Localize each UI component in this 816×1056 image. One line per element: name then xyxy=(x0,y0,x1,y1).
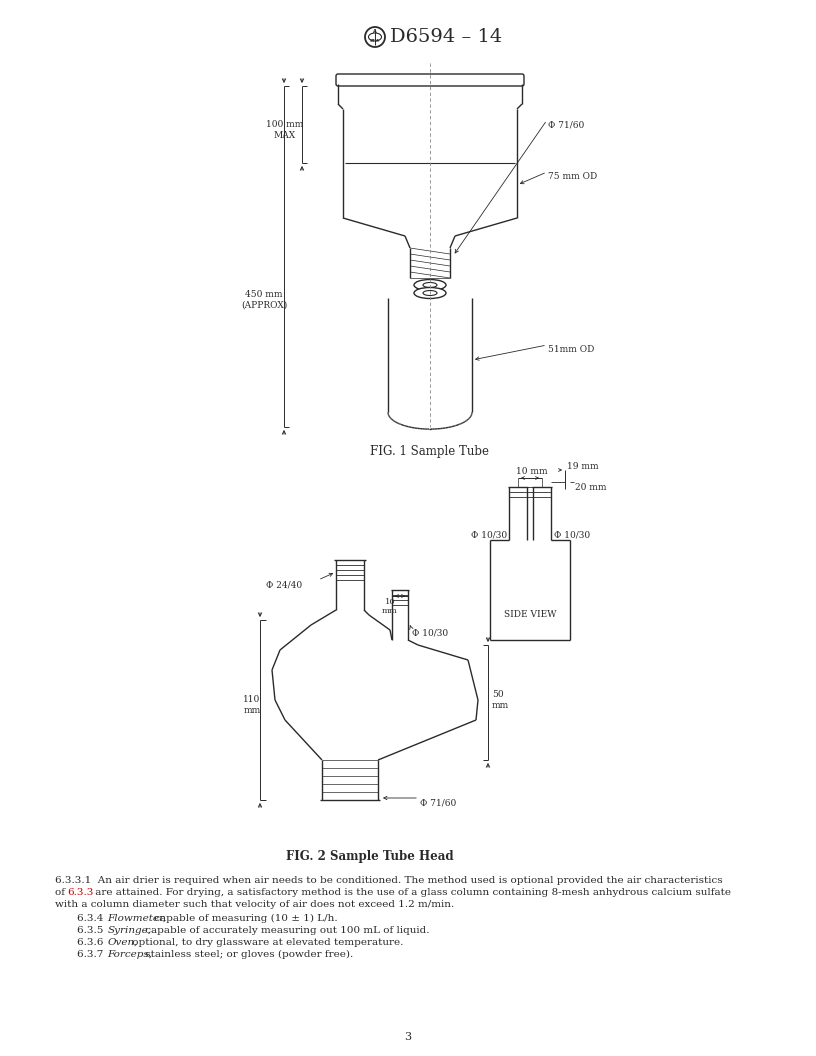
Text: 3: 3 xyxy=(405,1032,411,1042)
Text: 10 mm: 10 mm xyxy=(516,467,548,476)
Text: FIG. 1 Sample Tube: FIG. 1 Sample Tube xyxy=(370,445,490,458)
Text: Forceps,: Forceps, xyxy=(108,950,153,959)
Text: with a column diameter such that velocity of air does not exceed 1.2 m/min.: with a column diameter such that velocit… xyxy=(55,900,455,909)
Text: capable of measuring (10 ± 1) L/h.: capable of measuring (10 ± 1) L/h. xyxy=(151,914,338,923)
Text: 100 mm
MAX: 100 mm MAX xyxy=(266,120,304,139)
Text: 20 mm: 20 mm xyxy=(575,483,606,492)
Text: FIG. 2 Sample Tube Head: FIG. 2 Sample Tube Head xyxy=(286,850,454,863)
Text: 51mm OD: 51mm OD xyxy=(548,345,594,354)
Text: Φ 10/30: Φ 10/30 xyxy=(412,628,448,637)
Text: Φ 10/30: Φ 10/30 xyxy=(554,530,590,539)
Text: 6.3.6: 6.3.6 xyxy=(77,938,110,947)
Text: 6.3.3.1  An air drier is required when air needs to be conditioned. The method u: 6.3.3.1 An air drier is required when ai… xyxy=(55,876,723,885)
Text: capable of accurately measuring out 100 mL of liquid.: capable of accurately measuring out 100 … xyxy=(142,926,430,935)
Text: 10
mm: 10 mm xyxy=(382,598,398,616)
Text: optional, to dry glassware at elevated temperature.: optional, to dry glassware at elevated t… xyxy=(129,938,404,947)
Text: of: of xyxy=(55,888,69,897)
Text: 6.3.4: 6.3.4 xyxy=(77,914,110,923)
Text: Flowmeter,: Flowmeter, xyxy=(108,914,166,923)
Text: Oven,: Oven, xyxy=(108,938,138,947)
Text: Φ 10/30: Φ 10/30 xyxy=(471,530,507,539)
Text: SIDE VIEW: SIDE VIEW xyxy=(503,610,557,619)
Text: 75 mm OD: 75 mm OD xyxy=(548,172,597,181)
Text: stainless steel; or gloves (powder free).: stainless steel; or gloves (powder free)… xyxy=(142,950,353,959)
Text: are attained. For drying, a satisfactory method is the use of a glass column con: are attained. For drying, a satisfactory… xyxy=(92,888,731,897)
Text: 6.3.3: 6.3.3 xyxy=(67,888,93,897)
Text: 50
mm: 50 mm xyxy=(492,691,509,710)
Text: A: A xyxy=(373,29,377,34)
Text: 450 mm
(APPROX): 450 mm (APPROX) xyxy=(241,290,287,309)
Text: 19 mm: 19 mm xyxy=(567,463,599,471)
Text: STM: STM xyxy=(370,39,380,43)
Text: 6.3.5: 6.3.5 xyxy=(77,926,110,935)
FancyBboxPatch shape xyxy=(336,74,524,86)
Text: 110
mm: 110 mm xyxy=(243,695,260,715)
Text: Φ 24/40: Φ 24/40 xyxy=(266,580,302,589)
Ellipse shape xyxy=(414,287,446,299)
Text: Syringe,: Syringe, xyxy=(108,926,152,935)
Text: 6.3.7: 6.3.7 xyxy=(77,950,110,959)
Ellipse shape xyxy=(414,280,446,290)
Text: D6594 – 14: D6594 – 14 xyxy=(390,29,503,46)
Text: Φ 71/60: Φ 71/60 xyxy=(548,120,584,129)
Text: Φ 71/60: Φ 71/60 xyxy=(420,798,456,807)
